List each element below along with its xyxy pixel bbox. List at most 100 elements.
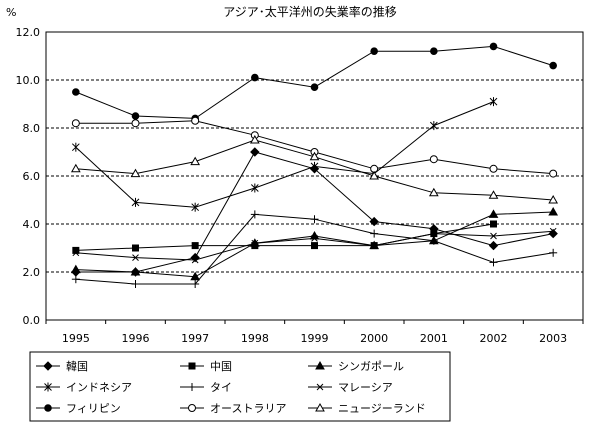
legend-item-0: 韓国 (36, 360, 88, 373)
x-tick-label: 1995 (62, 332, 90, 345)
data-point (489, 258, 498, 267)
data-point (490, 220, 497, 228)
data-point (191, 116, 200, 125)
marker-stroke (251, 239, 259, 247)
legend-marker (315, 402, 325, 412)
data-point (130, 168, 141, 178)
marker-stroke (72, 249, 80, 257)
data-point (130, 266, 141, 276)
marker-stroke (191, 256, 199, 264)
data-point (191, 202, 200, 212)
data-point (71, 119, 80, 128)
x-tick-label: 2003 (539, 332, 567, 345)
y-tick-label: 0.0 (23, 314, 41, 327)
y-tick-label: 2.0 (23, 266, 41, 279)
x-tick-label: 1997 (181, 332, 209, 345)
data-point (249, 134, 260, 144)
data-point (430, 230, 438, 237)
data-point (309, 151, 320, 161)
data-point (548, 206, 559, 216)
legend-marker (43, 361, 53, 371)
marker-stroke (316, 383, 324, 391)
x-tick-label: 1996 (122, 332, 150, 345)
data-point (429, 121, 438, 131)
x-tick-label: 2002 (480, 332, 508, 345)
data-point (191, 280, 200, 288)
legend-label: マレーシア (338, 381, 393, 394)
data-point (132, 254, 139, 261)
marker-stroke (370, 242, 378, 249)
legend-marker (44, 382, 52, 392)
data-point (369, 216, 379, 227)
legend-item-4: タイ (180, 381, 232, 394)
data-point (70, 163, 81, 173)
plot-area: 0.0 2.0 4.0 6.0 8.0 10.0 12.0 1995 1996 1997 1998 1… (16, 26, 584, 345)
data-point (132, 244, 139, 252)
data-point (70, 264, 81, 274)
data-point (489, 97, 498, 107)
legend-box (29, 351, 451, 422)
data-point (548, 194, 559, 204)
series-8 (70, 134, 559, 204)
legend-marker (316, 383, 324, 391)
data-point (131, 197, 140, 207)
legend-label: 韓国 (66, 360, 88, 373)
data-point (311, 235, 318, 242)
legend-label: フィリピン (66, 402, 121, 415)
data-point (490, 232, 497, 240)
legend-label: ニュージーランド (338, 402, 426, 415)
legend-marker (44, 404, 52, 412)
x-tick-label: 2001 (420, 332, 448, 345)
legend-marker (188, 362, 196, 370)
data-point (489, 42, 498, 51)
legend-item-3: インドネシア (36, 381, 132, 394)
marker-stroke (549, 227, 557, 235)
series-line (75, 213, 554, 285)
data-point (549, 169, 558, 178)
data-point (72, 249, 80, 257)
legend-item-6: フィリピン (36, 402, 121, 415)
series-line (75, 45, 554, 119)
x-tick-label: 1998 (241, 332, 269, 345)
legend-marker (188, 383, 196, 391)
legend-label: タイ (210, 381, 232, 394)
data-point (191, 256, 199, 264)
legend-marker (315, 360, 325, 370)
legend-item-2: シンガポール (308, 360, 404, 373)
marker-stroke (430, 230, 438, 237)
data-point (488, 209, 499, 218)
data-point (131, 119, 140, 128)
legend-label: インドネシア (66, 381, 132, 394)
data-point (370, 229, 379, 238)
y-axis-unit-label: % (6, 6, 16, 19)
data-point (311, 242, 318, 250)
x-tick-label: 2000 (360, 332, 388, 345)
y-tick-label: 6.0 (23, 170, 41, 183)
data-point (72, 246, 80, 254)
series-5 (72, 227, 557, 264)
data-point (191, 242, 199, 250)
data-point (71, 275, 80, 284)
legend-marker (188, 404, 196, 412)
data-point (310, 161, 319, 171)
data-point (71, 142, 80, 152)
y-tick-label: 4.0 (23, 218, 41, 231)
legend-label: シンガポール (338, 360, 404, 373)
x-tick-label: 1999 (301, 332, 329, 345)
data-point (190, 156, 201, 166)
y-tick-label: 8.0 (23, 122, 41, 135)
data-point (488, 190, 499, 199)
marker-stroke (311, 235, 318, 242)
data-point (72, 88, 80, 96)
legend-item-5: マレーシア (308, 381, 393, 394)
data-point (488, 240, 499, 251)
chart-title: アジア･太平洋州の失業率の推移 (223, 4, 397, 19)
plot-border (45, 31, 584, 321)
data-point (250, 210, 259, 219)
data-point (131, 280, 140, 288)
data-point (549, 248, 558, 257)
data-point (430, 47, 438, 55)
data-point (429, 155, 438, 164)
series-line (75, 101, 494, 208)
